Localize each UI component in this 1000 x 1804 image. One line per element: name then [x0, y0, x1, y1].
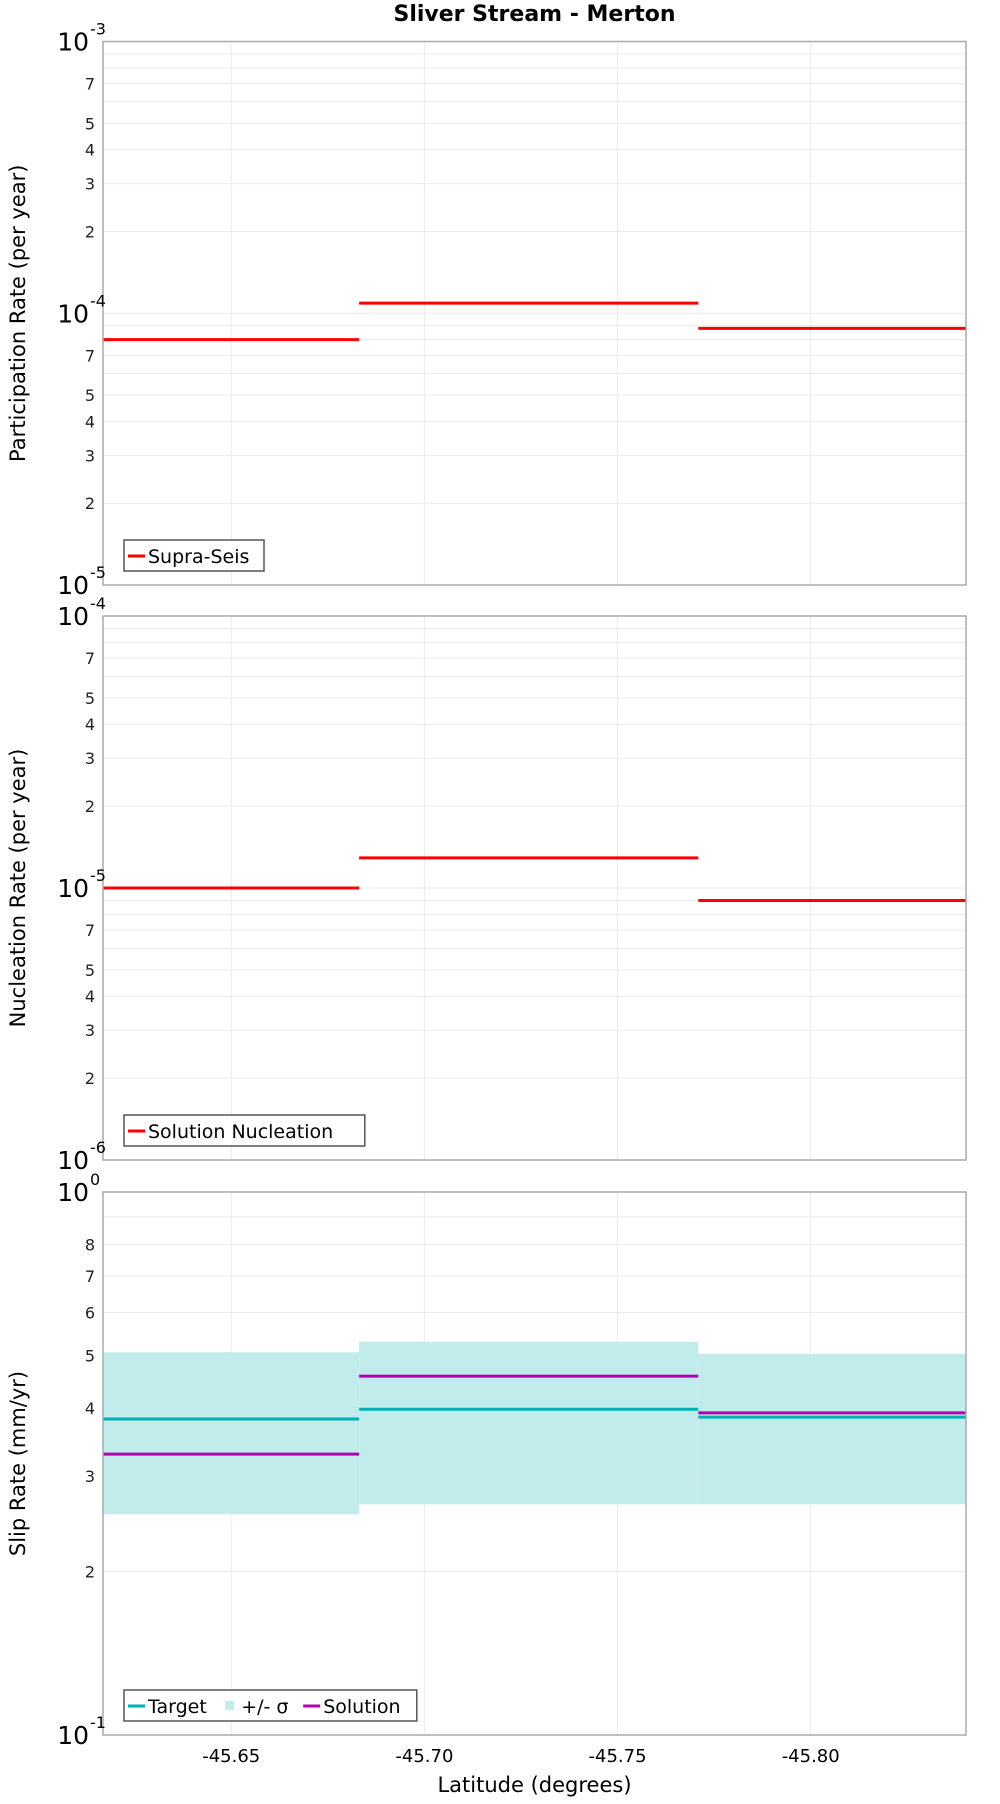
- svg-text:10: 10: [57, 1178, 89, 1207]
- svg-text:7: 7: [85, 921, 95, 940]
- legend-swatch-band: [225, 1701, 235, 1710]
- svg-text:4: 4: [85, 412, 95, 431]
- svg-text:-5: -5: [90, 563, 106, 582]
- svg-text:-4: -4: [90, 291, 106, 310]
- chart-title: Sliver Stream - Merton: [393, 2, 676, 27]
- svg-text:5: 5: [85, 689, 95, 708]
- svg-text:3: 3: [85, 749, 95, 768]
- svg-text:4: 4: [85, 1399, 95, 1418]
- x-axis-label: Latitude (degrees): [437, 1773, 631, 1797]
- grid: [103, 616, 966, 1160]
- svg-text:2: 2: [85, 1069, 95, 1088]
- svg-text:5: 5: [85, 386, 95, 405]
- svg-text:5: 5: [85, 114, 95, 133]
- legend-label: Solution Nucleation: [148, 1121, 333, 1143]
- svg-text:3: 3: [85, 446, 95, 465]
- svg-text:3: 3: [85, 1467, 95, 1486]
- series-solution: [103, 1374, 966, 1456]
- svg-text:6: 6: [85, 1303, 95, 1322]
- plot-frame: [102, 40, 967, 586]
- svg-text:10: 10: [57, 1146, 89, 1175]
- plot-frame: [102, 615, 967, 1161]
- legend: Solution Nucleation: [123, 1114, 366, 1147]
- series-supra-seis: [103, 301, 966, 342]
- svg-text:4: 4: [85, 715, 95, 734]
- svg-text:2: 2: [85, 797, 95, 816]
- legend-label: +/- σ: [241, 1696, 288, 1718]
- svg-text:8: 8: [85, 1236, 95, 1255]
- plot-frame: [102, 1191, 967, 1736]
- series--: [103, 1341, 966, 1515]
- x-tick-label: -45.80: [782, 1746, 840, 1767]
- svg-text:-5: -5: [90, 866, 106, 885]
- legend-label: Solution: [323, 1696, 400, 1718]
- svg-text:10: 10: [57, 299, 89, 328]
- svg-text:0: 0: [90, 1170, 100, 1189]
- svg-text:3: 3: [85, 1021, 95, 1040]
- svg-text:10: 10: [57, 874, 89, 903]
- svg-text:7: 7: [85, 75, 95, 94]
- svg-text:7: 7: [85, 1267, 95, 1286]
- legend-label: Supra-Seis: [148, 546, 249, 568]
- svg-text:10: 10: [57, 602, 89, 631]
- series-solution-nucleation: [103, 856, 966, 902]
- svg-text:7: 7: [85, 346, 95, 365]
- svg-text:2: 2: [85, 222, 95, 241]
- svg-text:-6: -6: [90, 1138, 106, 1157]
- legend: Supra-Seis: [123, 539, 265, 572]
- svg-text:10: 10: [57, 28, 89, 57]
- svg-text:4: 4: [85, 141, 95, 160]
- svg-text:2: 2: [85, 1563, 95, 1582]
- y-axis-label: Nucleation Rate (per year): [6, 749, 30, 1028]
- svg-text:-1: -1: [90, 1713, 106, 1732]
- svg-text:10: 10: [57, 571, 89, 600]
- x-axis: -45.65 -45.70 -45.75 -45.80 Latitude (degree…: [202, 1746, 839, 1797]
- x-tick-label: -45.75: [589, 1746, 647, 1767]
- svg-text:-3: -3: [90, 20, 106, 39]
- x-tick-label: -45.70: [395, 1746, 453, 1767]
- svg-text:5: 5: [85, 1346, 95, 1365]
- svg-text:2: 2: [85, 494, 95, 513]
- x-tick-label: -45.65: [202, 1746, 260, 1767]
- y-axis-label: Slip Rate (mm/yr): [6, 1371, 30, 1556]
- svg-text:10: 10: [57, 1721, 89, 1750]
- svg-text:7: 7: [85, 649, 95, 668]
- svg-text:4: 4: [85, 987, 95, 1006]
- svg-text:-4: -4: [90, 594, 106, 613]
- legend-label: Target: [147, 1696, 207, 1718]
- series-target: [103, 1407, 966, 1421]
- svg-text:5: 5: [85, 961, 95, 980]
- legend: Target +/- σ Solution: [123, 1689, 418, 1722]
- grid: [103, 41, 966, 585]
- svg-text:3: 3: [85, 175, 95, 194]
- y-axis-label: Participation Rate (per year): [6, 165, 30, 462]
